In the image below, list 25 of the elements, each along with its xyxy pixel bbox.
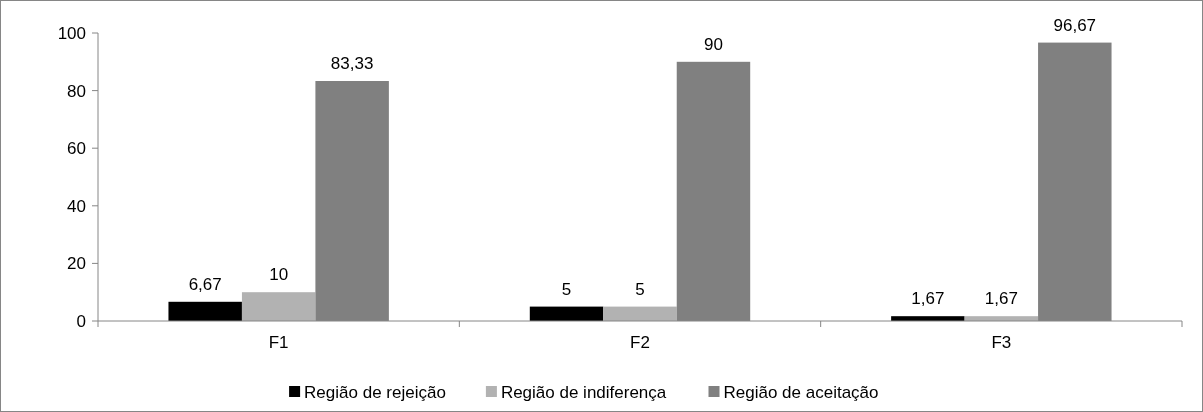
data-label: 10	[269, 265, 289, 285]
data-label: 5	[635, 279, 645, 299]
data-label: 90	[704, 34, 723, 54]
data-label: 6,67	[188, 274, 222, 294]
y-tick-label: 60	[67, 139, 86, 159]
bar	[603, 306, 677, 321]
bar	[529, 306, 604, 321]
x-tick-label: F1	[268, 333, 289, 352]
bar	[241, 292, 316, 321]
y-tick-label: 100	[57, 23, 86, 43]
legend-label: Região de aceitação	[723, 382, 879, 402]
x-tick-label: F2	[630, 333, 650, 352]
data-label: 83,33	[330, 54, 374, 74]
y-tick-label: 0	[76, 311, 86, 331]
data-label: 1,67	[984, 289, 1018, 309]
data-label: 5	[561, 279, 572, 299]
x-tick-label: F3	[991, 333, 1012, 352]
legend-label: Região de rejeição	[304, 382, 446, 402]
legend-label: Região de indiferença	[500, 382, 667, 402]
data-label: 1,67	[911, 289, 945, 309]
y-tick-label: 40	[67, 196, 86, 216]
y-tick-label: 80	[67, 81, 86, 101]
data-label: 96,67	[1053, 15, 1097, 35]
bar	[168, 301, 242, 321]
y-tick-label: 20	[67, 254, 86, 274]
